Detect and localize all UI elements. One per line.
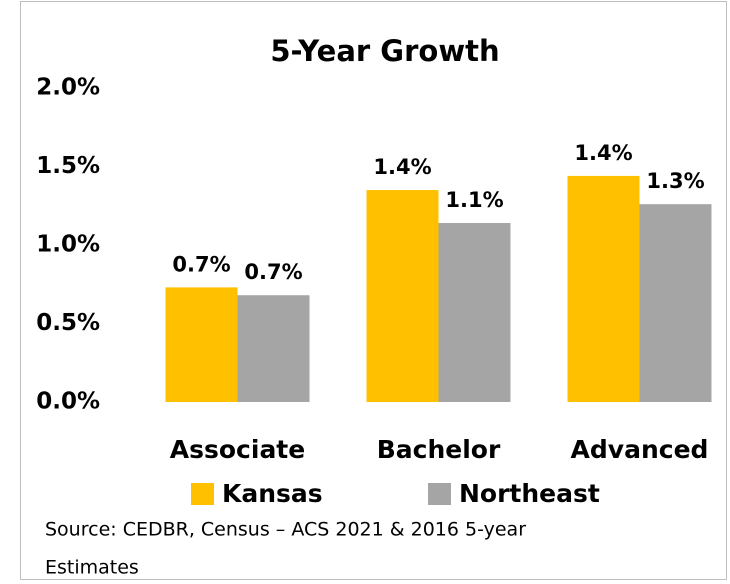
- y-tick-label: 1.5%: [36, 153, 100, 179]
- x-tick-label: Associate: [170, 435, 305, 464]
- x-tick-label: Advanced: [571, 435, 709, 464]
- source-note: Source: CEDBR, Census – ACS 2021 & 2016 …: [45, 519, 526, 541]
- data-label: 1.1%: [445, 188, 503, 212]
- data-label: 1.4%: [574, 141, 632, 165]
- legend-label: Northeast: [459, 479, 600, 508]
- bar: [237, 295, 310, 402]
- legend-swatch: [191, 483, 214, 505]
- data-label: 1.4%: [373, 155, 431, 179]
- chart-title: 5-Year Growth: [270, 34, 499, 68]
- source-note: Estimates: [45, 557, 139, 579]
- bar: [438, 223, 511, 402]
- x-tick-label: Bachelor: [377, 435, 501, 464]
- y-tick-label: 0.5%: [36, 310, 100, 336]
- bar: [366, 190, 439, 402]
- bar: [165, 287, 238, 402]
- y-tick-label: 0.0%: [36, 389, 100, 415]
- y-tick-label: 2.0%: [36, 75, 100, 101]
- data-label: 1.3%: [646, 169, 704, 193]
- legend-label: Kansas: [222, 479, 323, 508]
- y-tick-label: 1.0%: [36, 232, 100, 258]
- legend-swatch: [428, 483, 451, 505]
- data-label: 0.7%: [172, 252, 230, 276]
- data-label: 0.7%: [244, 260, 302, 284]
- bar: [639, 204, 712, 402]
- bar: [567, 175, 640, 402]
